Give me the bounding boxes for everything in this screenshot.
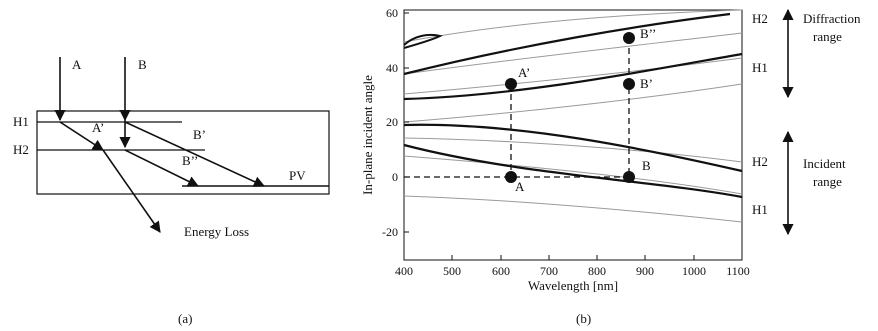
ray-a-prime (59, 121, 104, 151)
x-axis-ticks (403, 255, 743, 260)
x-tick-label: 600 (492, 264, 510, 278)
x-tick-label: 700 (540, 264, 558, 278)
b-double-prime-label: B’’ (182, 153, 198, 168)
h2-label: H2 (13, 142, 29, 157)
point-b (623, 171, 635, 183)
y-tick-label: 40 (386, 61, 398, 75)
point-b-prime (623, 78, 635, 90)
a-prime-label: A’ (92, 120, 104, 135)
x-tick-label: 1000 (682, 264, 706, 278)
h1-bottom-label: H1 (752, 202, 768, 217)
panel-b-plot: A A’ B B’ B’’ 60 40 20 0 -20 400 (360, 6, 861, 326)
y-tick-label: 0 (392, 170, 398, 184)
x-tick-label: 1100 (726, 264, 750, 278)
thin-curve-5 (403, 137, 743, 163)
ray-b-double-prime (124, 149, 200, 187)
h1-label: H1 (13, 114, 29, 129)
point-a-prime-label: A’ (518, 65, 530, 80)
thick-curve-h1-top (403, 52, 743, 101)
thin-curve-2 (403, 32, 743, 75)
x-tick-label: 900 (636, 264, 654, 278)
ray-energy-loss (102, 149, 161, 233)
x-tick-label: 500 (443, 264, 461, 278)
pv-label: PV (289, 168, 306, 183)
thin-curve-3 (403, 57, 743, 95)
incident-range-label-line1: Incident (803, 156, 846, 171)
point-b-label: B (642, 158, 651, 173)
y-axis-title: In-plane incident angle (360, 75, 375, 195)
h2-bottom-label: H2 (752, 154, 768, 169)
incident-range-label-line2: range (813, 174, 842, 189)
x-tick-label: 800 (588, 264, 606, 278)
y-axis-ticks (404, 12, 409, 233)
y-tick-label: 60 (386, 6, 398, 20)
h1-top-label: H1 (752, 60, 768, 75)
ray-a-label: A (72, 57, 82, 72)
b-prime-label: B’ (193, 127, 206, 142)
plot-frame (403, 9, 743, 261)
point-b-prime-label: B’ (640, 76, 653, 91)
x-tick-label: 400 (395, 264, 413, 278)
caption-a: (a) (178, 311, 192, 326)
energy-loss-label: Energy Loss (184, 224, 249, 239)
device-outline (36, 110, 330, 195)
loop-curve (403, 33, 443, 49)
thin-curve-1 (403, 9, 743, 43)
thick-curve-h2-bottom (403, 123, 743, 173)
point-a (505, 171, 517, 183)
panel-a-diagram: A B H1 H2 A’ B’ B’’ PV Energy Loss (a) (13, 57, 330, 326)
thick-curve-h2-top (403, 12, 731, 76)
thin-curve-6 (403, 155, 743, 195)
y-tick-label: 20 (386, 115, 398, 129)
point-b-double-prime-label: B’’ (640, 26, 656, 41)
point-b-double-prime (623, 32, 635, 44)
ray-b-prime (124, 121, 266, 187)
caption-b: (b) (576, 311, 591, 326)
thin-curve-4 (403, 83, 743, 123)
h2-top-label: H2 (752, 11, 768, 26)
thick-curve-h1-bottom (403, 143, 743, 199)
thin-curve-7 (403, 195, 743, 223)
ray-b-label: B (138, 57, 147, 72)
point-a-label: A (515, 179, 525, 194)
y-tick-label: -20 (382, 225, 398, 239)
x-axis-title: Wavelength [nm] (528, 278, 618, 293)
point-a-prime (505, 78, 517, 90)
diffraction-range-label-line1: Diffraction (803, 11, 861, 26)
diffraction-range-label-line2: range (813, 29, 842, 44)
